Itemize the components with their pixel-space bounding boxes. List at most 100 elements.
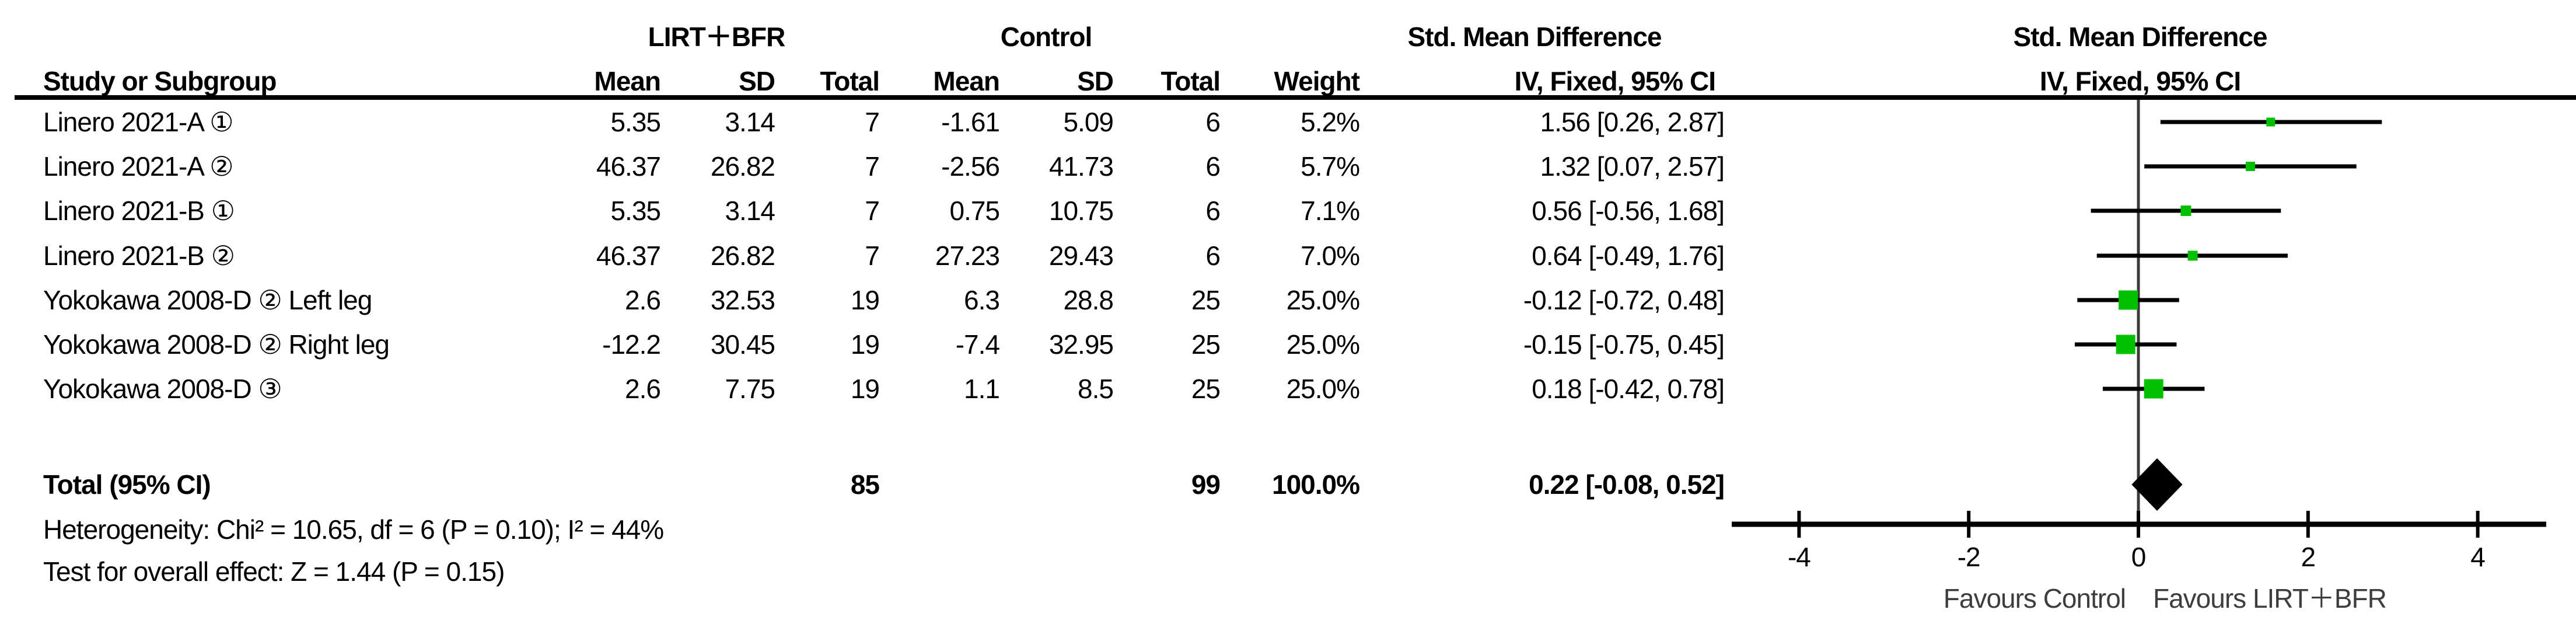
study-label: Yokokawa 2008-D ② Right leg (43, 329, 390, 360)
study-sd-experimental: 7.75 (725, 374, 775, 404)
study-total-control: 25 (1191, 285, 1221, 315)
total-ci-text: 0.22 [-0.08, 0.52] (1529, 469, 1725, 500)
study-mean-experimental: 5.35 (610, 196, 661, 226)
study-sd-experimental: 26.82 (710, 151, 775, 182)
effect-column-header-line1: Std. Mean Difference (1407, 22, 1662, 52)
column-header-sd-control: SD (1077, 66, 1114, 96)
point-estimate-marker (2180, 205, 2191, 216)
study-mean-control: 6.3 (964, 285, 1000, 315)
study-total-experimental: 7 (865, 241, 880, 271)
total-control-n: 99 (1191, 469, 1221, 500)
study-sd-experimental: 32.53 (710, 285, 775, 315)
point-estimate-marker (2187, 250, 2198, 261)
heterogeneity-stats: Heterogeneity: Chi² = 10.65, df = 6 (P =… (43, 514, 664, 545)
total-experimental-n: 85 (850, 469, 880, 500)
study-mean-control: -7.4 (955, 329, 1000, 360)
study-total-experimental: 7 (865, 107, 880, 137)
column-header-total-control: Total (1161, 66, 1221, 96)
study-total-control: 6 (1205, 151, 1221, 182)
column-header-sd-experimental: SD (739, 66, 775, 96)
study-weight: 25.0% (1286, 329, 1360, 360)
overall-effect-test: Test for overall effect: Z = 1.44 (P = 0… (43, 556, 505, 587)
point-estimate-marker (2116, 335, 2135, 354)
column-header-study: Study or Subgroup (43, 66, 277, 96)
study-label: Linero 2021-B ① (43, 196, 235, 226)
point-estimate-marker (2119, 290, 2138, 310)
study-total-experimental: 19 (850, 329, 880, 360)
study-total-experimental: 7 (865, 151, 880, 182)
study-mean-control: 27.23 (935, 241, 1000, 271)
study-label: Yokokawa 2008-D ② Left leg (43, 285, 372, 315)
study-sd-control: 8.5 (1078, 374, 1114, 404)
study-ci-text: 0.18 [-0.42, 0.78] (1532, 374, 1725, 404)
study-weight: 5.7% (1301, 151, 1360, 182)
study-mean-experimental: 46.37 (596, 151, 661, 182)
study-mean-control: 1.1 (964, 374, 1000, 404)
total-weight: 100.0% (1271, 469, 1360, 500)
study-total-control: 6 (1205, 196, 1221, 226)
column-header-mean-experimental: Mean (594, 66, 661, 96)
experimental-group-header: LIRT＋BFR (648, 22, 786, 52)
study-sd-experimental: 30.45 (710, 329, 775, 360)
study-ci-text: 0.56 [-0.56, 1.68] (1532, 196, 1725, 226)
favours-control-label: Favours Control (1943, 583, 2126, 614)
study-mean-control: -2.56 (941, 151, 1000, 182)
study-total-experimental: 19 (850, 374, 880, 404)
study-ci-text: 1.56 [0.26, 2.87] (1540, 107, 1725, 137)
study-sd-control: 41.73 (1048, 151, 1114, 182)
total-diamond (2131, 458, 2183, 511)
study-sd-control: 32.95 (1048, 329, 1114, 360)
axis-tick-label: -2 (1958, 542, 1980, 572)
study-weight: 5.2% (1301, 107, 1360, 137)
study-sd-control: 5.09 (1063, 107, 1114, 137)
study-sd-control: 10.75 (1048, 196, 1114, 226)
study-label: Linero 2021-B ② (43, 241, 235, 271)
study-weight: 7.0% (1301, 241, 1360, 271)
plot-header-line1: Std. Mean Difference (2013, 22, 2268, 52)
column-header-total-experimental: Total (820, 66, 880, 96)
study-sd-experimental: 3.14 (725, 107, 775, 137)
study-weight: 25.0% (1286, 374, 1360, 404)
point-estimate-marker (2245, 162, 2255, 171)
study-total-experimental: 7 (865, 196, 880, 226)
axis-tick-label: 0 (2131, 542, 2146, 572)
study-ci-text: 0.64 [-0.49, 1.76] (1532, 241, 1725, 271)
study-label: Linero 2021-A ① (43, 107, 233, 137)
study-mean-control: -1.61 (941, 107, 1000, 137)
total-row-label: Total (95% CI) (43, 469, 211, 500)
study-label: Yokokawa 2008-D ③ (43, 374, 282, 404)
study-mean-experimental: 2.6 (625, 374, 661, 404)
study-ci-text: 1.32 [0.07, 2.57] (1540, 151, 1725, 182)
column-header-weight: Weight (1274, 66, 1360, 96)
study-sd-experimental: 3.14 (725, 196, 775, 226)
study-sd-control: 29.43 (1048, 241, 1114, 271)
axis-tick-label: 4 (2470, 542, 2485, 572)
study-weight: 25.0% (1286, 285, 1360, 315)
study-mean-experimental: -12.2 (602, 329, 661, 360)
plot-header-line2: IV, Fixed, 95% CI (2039, 66, 2241, 96)
study-mean-control: 0.75 (949, 196, 1000, 226)
study-total-control: 25 (1191, 374, 1221, 404)
study-label: Linero 2021-A ② (43, 151, 233, 182)
study-mean-experimental: 2.6 (625, 285, 661, 315)
study-total-control: 6 (1205, 107, 1221, 137)
favours-experimental-label: Favours LIRT＋BFR (2153, 583, 2387, 614)
axis-tick-label: 2 (2301, 542, 2316, 572)
study-total-control: 6 (1205, 241, 1221, 271)
study-ci-text: -0.12 [-0.72, 0.48] (1523, 285, 1725, 315)
point-estimate-marker (2144, 379, 2163, 399)
study-total-control: 25 (1191, 329, 1221, 360)
study-weight: 7.1% (1301, 196, 1360, 226)
study-sd-experimental: 26.82 (710, 241, 775, 271)
header-divider (15, 95, 2576, 100)
study-total-experimental: 19 (850, 285, 880, 315)
point-estimate-marker (2266, 117, 2276, 127)
axis-tick-label: -4 (1788, 542, 1810, 572)
study-mean-experimental: 46.37 (596, 241, 661, 271)
control-group-header: Control (1000, 22, 1093, 52)
study-sd-control: 28.8 (1063, 285, 1114, 315)
effect-column-header-line2: IV, Fixed, 95% CI (1514, 66, 1716, 96)
study-mean-experimental: 5.35 (610, 107, 661, 137)
